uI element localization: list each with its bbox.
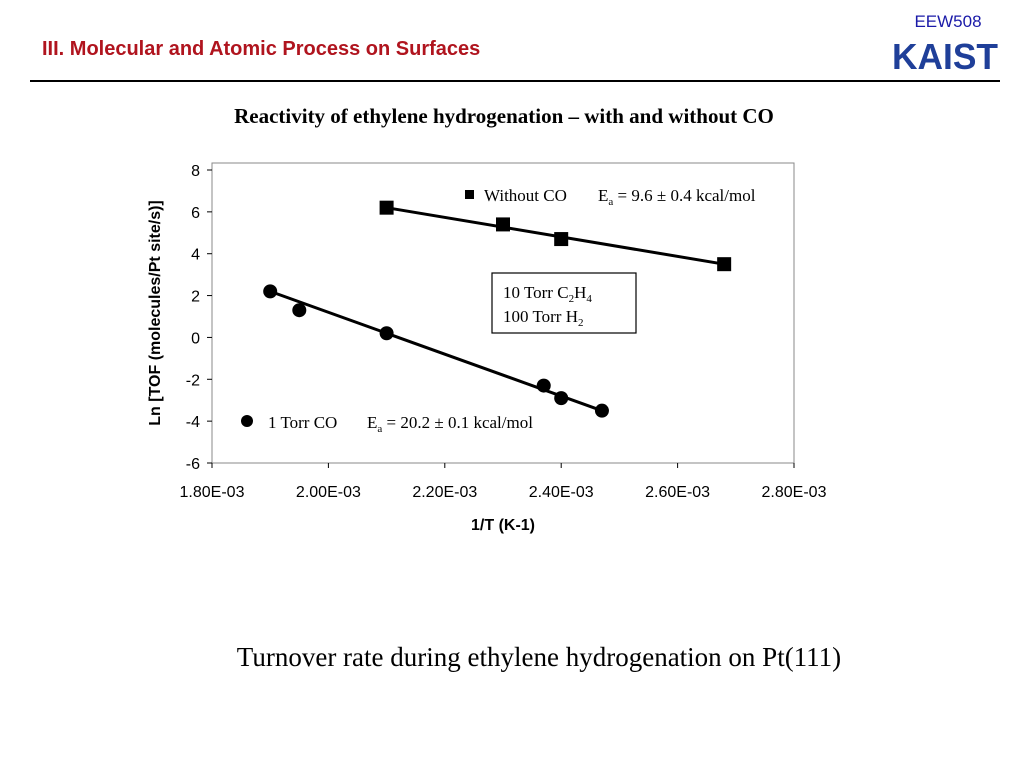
x-tick-label: 2.20E-03 [412, 484, 477, 501]
y-tick-label: -6 [186, 456, 200, 473]
data-point-with-co [594, 403, 609, 418]
header-divider [30, 80, 1000, 82]
data-point-with-co [379, 326, 394, 341]
section-title: III. Molecular and Atomic Process on Sur… [42, 38, 481, 60]
legend-circle-marker [241, 415, 253, 427]
y-tick-label: 6 [191, 205, 200, 222]
slide-heading: Reactivity of ethylene hydrogenation – w… [234, 104, 774, 128]
data-points [263, 200, 732, 418]
y-axis-label: Ln [TOF (molecules/Pt site/s)] [147, 200, 164, 426]
x-tick-label: 1.80E-03 [180, 484, 245, 501]
kaist-logo-text: KAIST [892, 38, 998, 74]
x-axis: 1.80E-03 2.00E-03 2.20E-03 2.40E-03 2.60E-03… [180, 463, 827, 501]
x-axis-label: 1/T (K-1) [471, 517, 535, 534]
legend-with-co-ea: Ea = 20.2 ± 0.1 kcal/mol [367, 413, 533, 435]
conditions-ethylene: 10 Torr C2H4 [503, 283, 592, 305]
x-tick-label: 2.80E-03 [762, 484, 827, 501]
legend-with-co-label: 1 Torr CO [268, 413, 337, 432]
y-axis: 8 6 4 2 0 -2 -4 -6 [186, 163, 212, 473]
course-code: EEW508 [914, 12, 982, 31]
data-point-without-co [554, 232, 569, 247]
kaist-logo: KAIST [892, 38, 998, 74]
conditions-box: 10 Torr C2H4 100 Torr H2 [491, 272, 637, 334]
x-tick-label: 2.40E-03 [529, 484, 594, 501]
y-tick-label: 0 [191, 330, 200, 347]
conditions-hydrogen: 100 Torr H2 [503, 307, 584, 329]
legend-without-co-label: Without CO [484, 186, 567, 205]
legend-without-co: Without CO Ea = 9.6 ± 0.4 kcal/mol [465, 186, 756, 208]
data-point-with-co [292, 303, 307, 318]
data-point-with-co [536, 378, 551, 393]
y-tick-label: 2 [191, 289, 200, 306]
conditions-box-frame [491, 272, 637, 334]
x-tick-label: 2.00E-03 [296, 484, 361, 501]
data-point-without-co [717, 257, 732, 272]
plot-frame [211, 162, 795, 464]
data-point-without-co [496, 217, 510, 232]
legend-with-co: 1 Torr CO Ea = 20.2 ± 0.1 kcal/mol [241, 413, 533, 435]
legend-without-co-ea: Ea = 9.6 ± 0.4 kcal/mol [598, 186, 756, 208]
y-tick-label: 4 [191, 247, 200, 264]
y-tick-label: -4 [186, 414, 200, 431]
data-point-with-co [263, 284, 278, 299]
y-tick-label: -2 [186, 372, 200, 389]
legend-square-marker [465, 190, 474, 199]
slide-caption: Turnover rate during ethylene hydrogenat… [236, 642, 842, 672]
data-point-with-co [554, 391, 569, 406]
y-tick-label: 8 [191, 163, 200, 180]
data-point-without-co [379, 200, 394, 215]
x-tick-label: 2.60E-03 [645, 484, 710, 501]
